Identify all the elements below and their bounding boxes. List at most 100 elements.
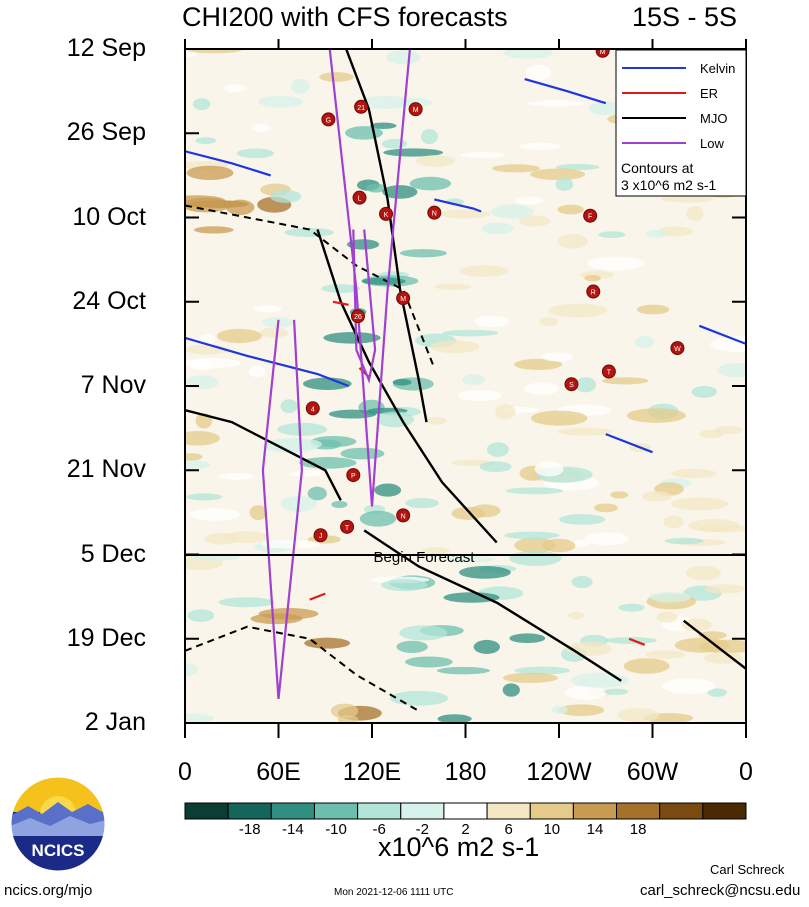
shade-patch xyxy=(534,461,564,477)
storm-marker: S xyxy=(564,377,579,392)
forecast-label: Begin Forecast xyxy=(374,549,476,566)
shade-patch xyxy=(626,408,686,423)
shade-patch xyxy=(185,375,219,390)
shade-patch xyxy=(502,683,520,697)
shade-patch xyxy=(557,204,584,215)
shade-patch xyxy=(396,640,428,653)
shade-patch xyxy=(486,442,509,457)
storm-label: K xyxy=(384,212,389,219)
shade-patch xyxy=(514,666,571,675)
shade-patch xyxy=(386,50,421,65)
logo-text: NCICS xyxy=(32,841,85,860)
shade-patch xyxy=(189,508,241,521)
kelvin-contour xyxy=(698,324,746,345)
shade-patch xyxy=(634,335,654,349)
legend-label: Low xyxy=(700,136,724,151)
shade-patch xyxy=(557,427,613,436)
shade-patch xyxy=(340,447,385,460)
footer-timestamp: Mon 2021-12-06 1111 UTC xyxy=(334,887,454,898)
shade-patch xyxy=(542,352,574,362)
storm-marker: R xyxy=(586,284,601,299)
shade-patch xyxy=(664,537,704,545)
shade-patch xyxy=(185,358,242,369)
shade-patch xyxy=(236,148,274,159)
storm-label: P xyxy=(351,473,356,480)
storm-label: J xyxy=(319,533,323,540)
shade-patch xyxy=(222,531,269,544)
shade-patch xyxy=(399,249,447,258)
shade-patch xyxy=(345,126,383,140)
shade-patch xyxy=(270,189,302,203)
x-tick-label: 120E xyxy=(342,758,402,786)
shade-patch xyxy=(185,453,203,461)
shade-patch xyxy=(442,329,499,337)
shade-patch xyxy=(656,611,678,623)
storm-markers: G 21 M L K N F R M 26 W T S 4 P N T J M xyxy=(305,49,685,543)
y-tick-label: 19 Dec xyxy=(66,623,146,652)
colorbar-tick-label: 2 xyxy=(461,821,469,838)
shade-patch xyxy=(437,714,472,723)
shade-patch xyxy=(370,122,397,130)
shade-patch xyxy=(253,305,282,313)
shade-patch xyxy=(193,98,211,111)
legend-label: ER xyxy=(700,86,718,101)
shade-patch xyxy=(623,658,670,674)
legend-label: Kelvin xyxy=(700,61,735,76)
storm-label: R xyxy=(591,290,596,297)
colorbar-tick-label: 6 xyxy=(504,821,512,838)
shade-patch xyxy=(187,49,242,54)
shade-patch xyxy=(460,151,505,159)
mjo-contour xyxy=(185,408,342,501)
shade-patch xyxy=(319,72,354,82)
shade-patch xyxy=(593,503,618,513)
shade-patch xyxy=(374,483,402,497)
colorbar-swatch xyxy=(357,802,402,820)
shade-patch xyxy=(284,227,334,238)
shade-patch xyxy=(588,101,623,116)
shade-patch xyxy=(185,431,220,446)
storm-marker: M xyxy=(396,291,411,306)
storm-marker: N xyxy=(427,205,442,220)
shade-patch xyxy=(491,164,541,173)
shade-patch xyxy=(604,688,629,695)
shade-patch xyxy=(462,374,486,386)
shade-patch xyxy=(321,284,360,293)
shade-patch xyxy=(699,639,746,654)
shade-patch xyxy=(691,385,717,398)
colorbar-tick-label: 14 xyxy=(587,821,604,838)
colorbar-tick-label: 10 xyxy=(543,821,560,838)
shade-patch xyxy=(699,429,724,439)
shade-patch xyxy=(358,95,414,109)
shade-patch xyxy=(187,609,215,622)
shade-patch xyxy=(382,185,418,199)
shade-patch xyxy=(518,215,551,227)
kelvin-contour xyxy=(524,78,607,105)
colorbar: -18 -14 -10 -6 -2 2 6 10 14 18 xyxy=(184,802,747,838)
storm-label: T xyxy=(345,525,350,532)
kelvin-contour xyxy=(185,150,272,177)
shade-patch xyxy=(416,155,456,167)
shade-patch xyxy=(185,197,231,213)
shade-patch xyxy=(444,556,494,563)
shade-patch xyxy=(559,514,606,525)
chart-title: CHI200 with CFS forecasts xyxy=(182,2,508,32)
storm-marker: 4 xyxy=(305,401,320,416)
storm-label: F xyxy=(588,214,592,221)
shade-patch xyxy=(361,277,406,285)
storm-marker: M xyxy=(595,49,610,58)
y-tick-label: 26 Sep xyxy=(66,118,146,147)
x-tick-label: 0 xyxy=(178,758,192,786)
shade-patch xyxy=(436,666,490,675)
colorbar-tick-label: -6 xyxy=(373,821,386,838)
shade-patch xyxy=(686,206,704,222)
shade-patch xyxy=(671,497,729,511)
shade-patch xyxy=(618,603,645,612)
colorbar-swatch xyxy=(702,802,747,820)
ncics-logo: NCICS xyxy=(10,776,106,872)
colorbar-tick-label: -2 xyxy=(416,821,429,838)
colorbar-tick-label: 18 xyxy=(630,821,647,838)
shade-patch xyxy=(195,137,217,145)
storm-marker: T xyxy=(601,364,616,379)
shade-patch xyxy=(440,209,491,219)
